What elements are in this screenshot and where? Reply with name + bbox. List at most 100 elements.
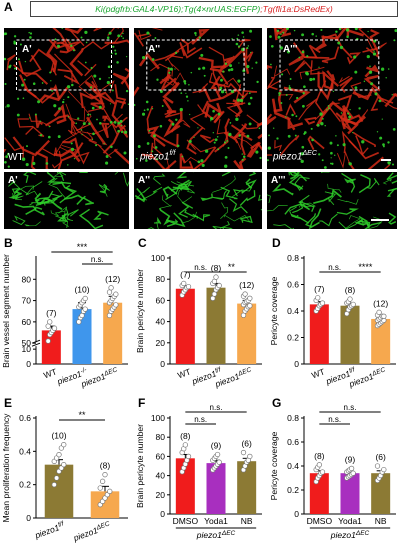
pericyte-dot <box>388 68 390 70</box>
pericyte-dot <box>324 125 325 126</box>
pericyte-dot <box>177 144 180 147</box>
pericyte-dot <box>267 159 269 161</box>
pericyte-dot <box>295 135 297 137</box>
pericyte-dot <box>189 140 192 143</box>
pericyte-dot <box>35 114 37 116</box>
y-tick-label: 80 <box>22 274 32 284</box>
x-category-main: piezo1 <box>324 368 352 386</box>
pericyte-dot <box>306 73 309 76</box>
pericyte-dot <box>120 120 123 123</box>
pericyte-dot <box>349 109 350 110</box>
n-label: (7) <box>46 308 57 318</box>
data-point <box>320 301 325 306</box>
pericyte-dot <box>71 148 74 151</box>
pericyte-dot <box>377 131 378 132</box>
y-tick-label: 0.4 <box>287 461 299 471</box>
y-tick-label: 0 <box>160 359 165 369</box>
pericyte-dot <box>243 156 246 159</box>
pericyte-dot <box>229 64 232 67</box>
pericyte-dot <box>249 92 251 94</box>
pericyte-process <box>13 217 25 225</box>
pericyte-dot <box>288 87 291 90</box>
significance-label: n.s. <box>91 255 104 264</box>
y-tick-label: 60 <box>156 451 166 461</box>
vessel-segment <box>295 61 311 72</box>
y-tick-label: 0 <box>160 509 165 519</box>
pericyte-dot <box>243 36 244 37</box>
y-tick-label: 0.6 <box>19 413 31 423</box>
pericyte-dot <box>121 131 123 133</box>
pericyte-dot <box>381 68 384 71</box>
group-label-main: piezo1 <box>330 530 356 540</box>
pericyte-dot <box>343 143 346 146</box>
micro-genotype-label: piezo1f/f <box>140 150 175 162</box>
pericyte-process <box>63 221 69 228</box>
pericyte-dot <box>370 82 373 85</box>
pericyte-dot <box>126 56 127 57</box>
data-point <box>52 482 57 487</box>
pericyte-dot <box>184 83 186 85</box>
pericyte-dot <box>92 139 93 140</box>
significance-label: n.s. <box>194 263 207 272</box>
pericyte-dot <box>17 114 20 117</box>
vessel-segment <box>309 137 325 150</box>
pericyte-dot <box>147 142 150 145</box>
pericyte-dot <box>138 145 141 148</box>
pericyte-dot <box>25 61 26 62</box>
pericyte-dot <box>249 122 252 125</box>
pericyte-dot <box>67 164 69 166</box>
pericyte-dot <box>225 156 228 159</box>
x-category-main: piezo1 <box>55 368 83 386</box>
pericyte-dot <box>364 81 365 82</box>
micrograph-zoom-piezo1-ff: A'' <box>134 172 262 229</box>
pericyte-dot <box>324 166 327 169</box>
pericyte-dot <box>134 104 135 106</box>
pericyte-dot <box>231 38 232 39</box>
pericyte-dot <box>341 112 342 113</box>
pericyte-dot <box>199 36 201 38</box>
data-point <box>377 310 382 315</box>
significance-label: *** <box>77 242 88 252</box>
pericyte-dot <box>319 112 322 115</box>
pericyte-dot <box>200 159 203 162</box>
pericyte-dot <box>387 141 389 143</box>
pericyte-dot <box>333 91 334 92</box>
pericyte-dot <box>250 97 253 100</box>
pericyte-dot <box>86 42 88 44</box>
pericyte-dot <box>318 67 319 68</box>
vessel-segment <box>269 78 278 90</box>
data-point <box>83 296 88 301</box>
pericyte-dot <box>228 133 231 136</box>
pericyte-dot <box>215 138 218 141</box>
pericyte-dot <box>115 53 117 55</box>
n-label: (12) <box>105 274 120 284</box>
pericyte-process <box>35 207 44 215</box>
x-category-label: WT <box>176 366 192 380</box>
pericyte-dot <box>67 96 69 98</box>
pericyte-dot <box>33 82 36 85</box>
pericyte-dot <box>217 148 219 150</box>
pericyte-dot <box>14 35 16 37</box>
pericyte-dot <box>242 159 244 161</box>
vessel-segment <box>267 53 272 68</box>
data-point <box>351 302 356 307</box>
significance-label: n.s. <box>328 263 341 272</box>
pericyte-dot <box>238 62 239 63</box>
pericyte-dot <box>383 145 385 147</box>
pericyte-dot <box>224 141 226 143</box>
pericyte-dot <box>107 36 110 39</box>
pericyte-dot <box>122 37 124 39</box>
pericyte-dot <box>70 42 71 43</box>
n-label: (6) <box>241 439 252 449</box>
pericyte-dot <box>74 158 75 159</box>
pericyte-dot <box>37 100 40 103</box>
n-label: (8) <box>345 285 356 295</box>
pericyte-process <box>359 217 370 228</box>
pericyte-dot <box>144 109 146 111</box>
pericyte-dot <box>304 131 307 134</box>
pericyte-process <box>154 219 161 224</box>
pericyte-dot <box>387 161 389 163</box>
data-point <box>186 454 191 459</box>
